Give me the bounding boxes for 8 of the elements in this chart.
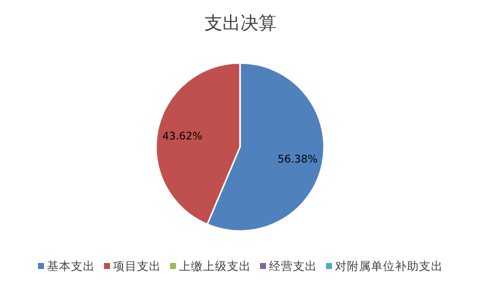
data-label: 56.38% bbox=[278, 154, 318, 166]
legend-label: 对附属单位补助支出 bbox=[335, 259, 443, 273]
chart-title: 支出决算 bbox=[204, 13, 276, 34]
legend-label: 项目支出 bbox=[113, 259, 161, 273]
legend-label: 基本支出 bbox=[47, 259, 95, 273]
legend-label: 经营支出 bbox=[269, 259, 317, 273]
data-label: 43.62% bbox=[162, 130, 202, 142]
legend-label: 上缴上级支出 bbox=[179, 259, 251, 273]
